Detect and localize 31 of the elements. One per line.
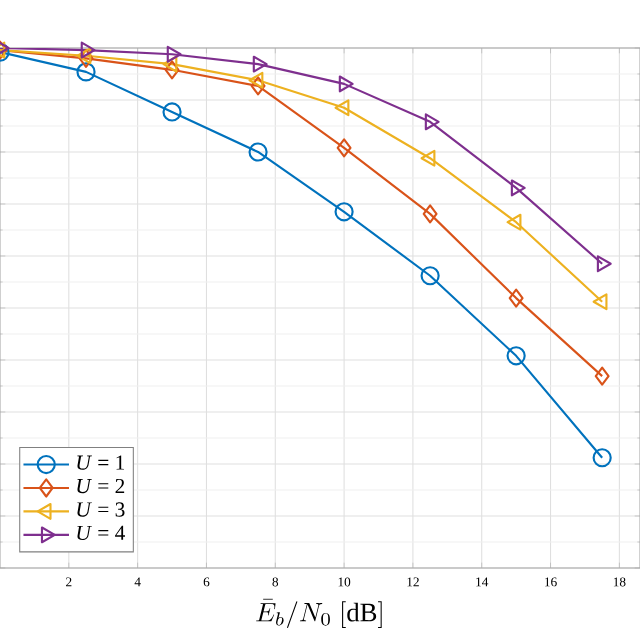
point [252, 55, 268, 73]
point [250, 76, 266, 96]
point [162, 102, 182, 122]
point [336, 138, 352, 158]
point [80, 41, 96, 59]
legend-label: U = 4 [77, 525, 125, 541]
point [162, 55, 178, 73]
point [592, 293, 608, 311]
point [420, 266, 440, 286]
point [166, 45, 182, 63]
point [506, 213, 522, 231]
legend-label: U = 2 [77, 478, 125, 494]
point [338, 75, 354, 93]
point [248, 142, 268, 162]
point [510, 179, 526, 197]
point [506, 346, 526, 366]
point [248, 71, 264, 89]
point [420, 149, 436, 167]
point [164, 60, 180, 80]
legend-label: U = 3 [77, 502, 125, 517]
point [334, 202, 354, 222]
point [76, 62, 96, 82]
point [334, 99, 350, 117]
point [594, 366, 610, 386]
point [422, 204, 438, 224]
x-axis-title: $\bar{E}_b/N_0\ [\mathrm{dB}]$ [256, 598, 382, 628]
legend-label: U = 1 [77, 455, 125, 470]
point [508, 288, 524, 308]
point [592, 448, 612, 468]
point [424, 113, 440, 131]
point [596, 255, 612, 273]
